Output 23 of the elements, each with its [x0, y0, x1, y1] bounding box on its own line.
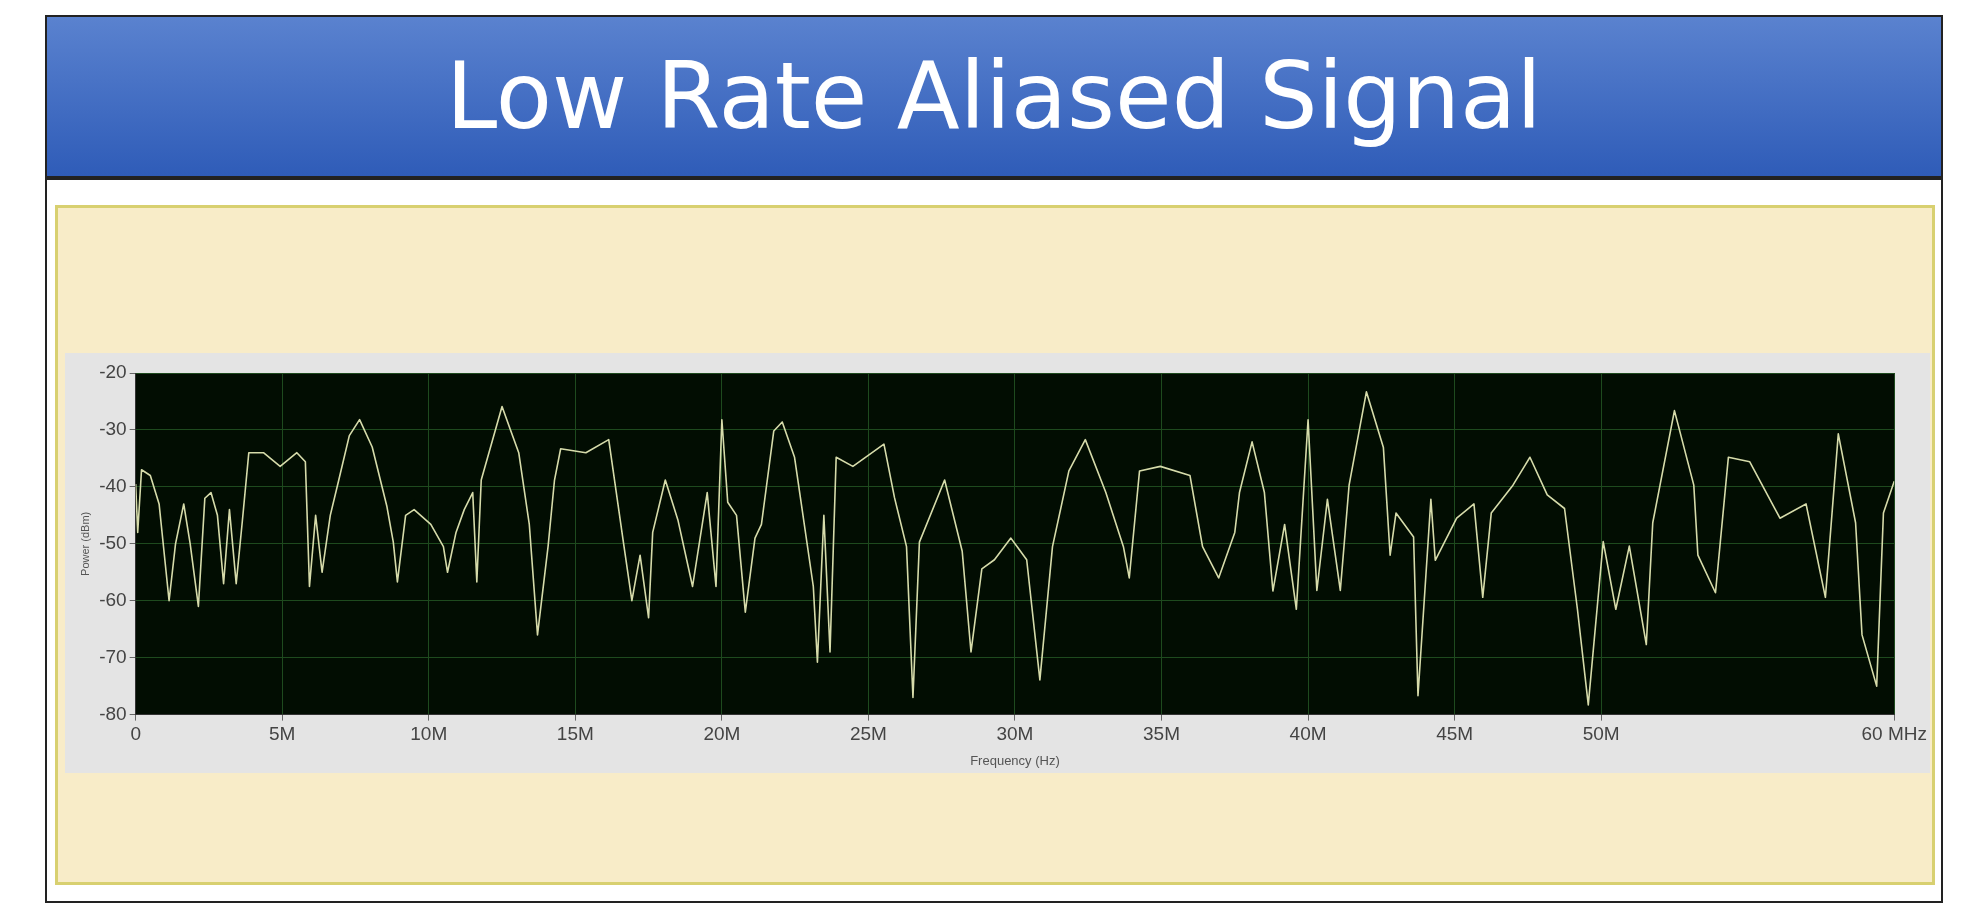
- x-axis-title: Frequency (Hz): [970, 752, 1060, 768]
- x-tick-label: 10M: [410, 723, 448, 745]
- x-tick-label: 25M: [849, 723, 887, 745]
- y-axis-title: Power (dBm): [78, 511, 91, 576]
- y-tick-label: -60: [99, 588, 127, 610]
- x-tick-label: 60 MHz: [1861, 723, 1927, 745]
- x-tick-label: 40M: [1289, 723, 1327, 745]
- x-tick-label: 30M: [996, 723, 1034, 745]
- x-tick-label: 45M: [1436, 723, 1474, 745]
- y-tick-label: -40: [99, 475, 127, 497]
- chart-title: Low Rate Aliased Signal: [446, 43, 1542, 150]
- y-tick-label: -30: [99, 418, 127, 440]
- x-tick-label: 15M: [556, 723, 594, 745]
- x-tick-label: 35M: [1143, 723, 1180, 745]
- x-tick-label: 50M: [1582, 723, 1620, 745]
- title-banner: Low Rate Aliased Signal: [45, 15, 1943, 178]
- y-tick-label: -70: [99, 645, 127, 667]
- y-tick-label: -50: [99, 532, 127, 554]
- x-tick-label: 0: [130, 723, 141, 745]
- x-tick-label: 5M: [269, 723, 296, 745]
- y-tick-label: -20: [99, 361, 127, 383]
- y-tick-label: -80: [99, 702, 127, 724]
- x-tick-label: 20M: [703, 723, 741, 745]
